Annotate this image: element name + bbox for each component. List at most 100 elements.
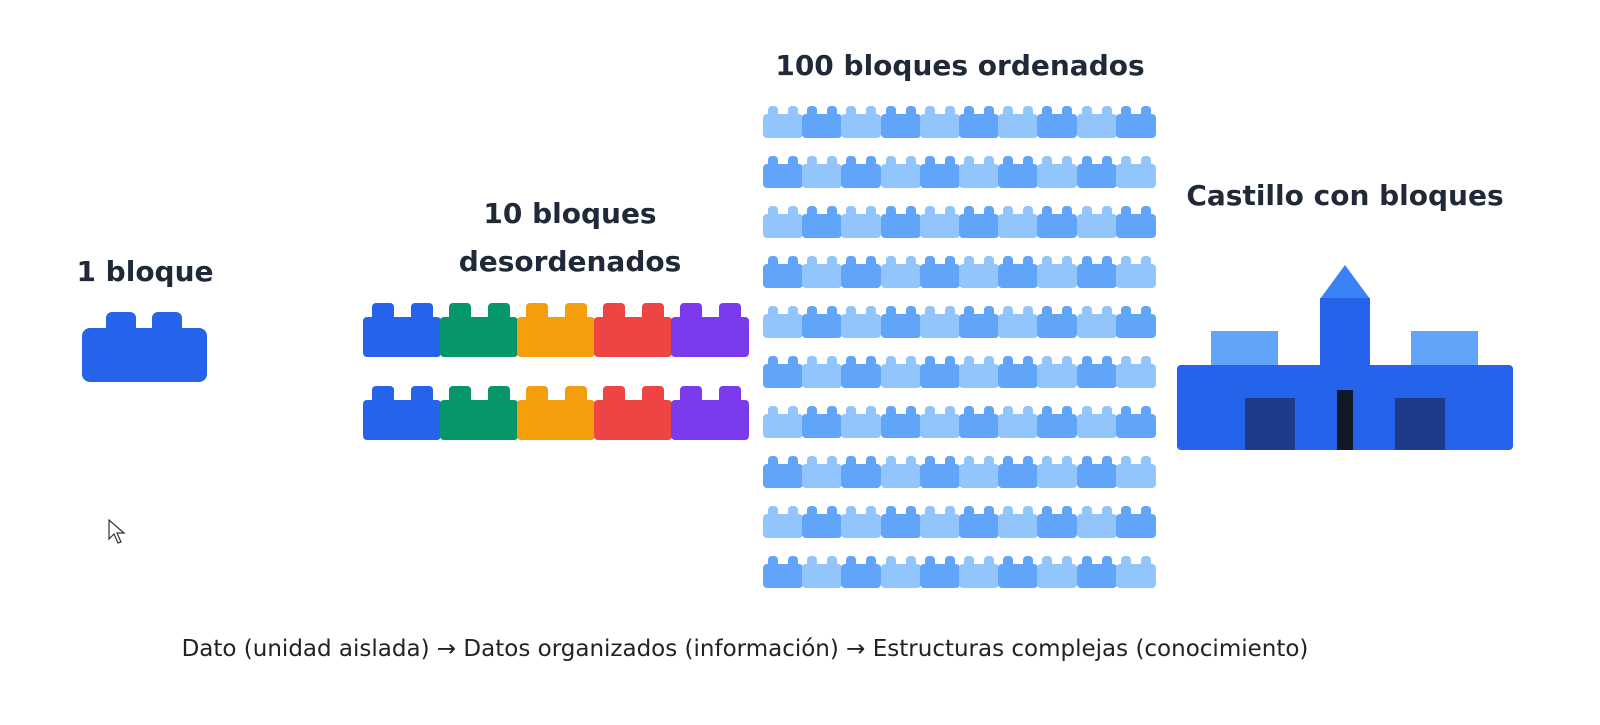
block-body	[82, 328, 207, 382]
block-stud	[846, 156, 857, 166]
block-stud	[807, 106, 818, 116]
block-stud	[1023, 156, 1034, 166]
lego-block	[880, 506, 921, 538]
block-body	[1076, 114, 1117, 138]
block-stud	[1062, 156, 1073, 166]
block-body	[919, 514, 960, 538]
block-stud	[944, 106, 955, 116]
block-stud	[768, 406, 778, 416]
block-stud	[866, 356, 877, 366]
block-body	[763, 214, 803, 238]
block-stud	[846, 256, 857, 266]
lego-block	[998, 556, 1039, 588]
lego-block	[959, 256, 999, 288]
lego-block	[363, 303, 441, 357]
lego-block	[802, 256, 843, 288]
block-body	[919, 464, 960, 488]
block-stud	[1120, 406, 1131, 416]
block-body	[763, 564, 803, 588]
block-stud	[827, 356, 838, 366]
block-body	[802, 564, 843, 588]
block-stud	[1062, 506, 1073, 516]
lego-block	[1115, 456, 1156, 488]
block-stud	[827, 406, 838, 416]
block-body	[841, 114, 882, 138]
castle-label: Castillo con bloques	[1186, 179, 1504, 212]
block-stud	[448, 303, 471, 319]
block-body	[1037, 114, 1078, 138]
block-stud	[1062, 256, 1073, 266]
block-body	[763, 364, 803, 388]
block-stud	[924, 256, 935, 266]
block-stud	[1140, 106, 1151, 116]
block-body	[763, 164, 803, 188]
block-body	[802, 114, 843, 138]
lego-block	[998, 256, 1039, 288]
block-stud	[846, 356, 857, 366]
block-body	[1076, 414, 1117, 438]
lego-block	[763, 106, 803, 138]
block-stud	[807, 256, 818, 266]
block-stud	[885, 556, 896, 566]
lego-block	[1076, 506, 1117, 538]
block-stud	[944, 406, 955, 416]
lego-block	[1115, 506, 1156, 538]
block-body	[1115, 164, 1156, 188]
lego-block	[440, 386, 518, 440]
lego-block	[802, 106, 843, 138]
castle-right-window	[1395, 398, 1445, 450]
block-body	[959, 264, 999, 288]
block-stud	[846, 506, 857, 516]
block-stud	[866, 106, 877, 116]
block-stud	[827, 156, 838, 166]
block-stud	[768, 106, 778, 116]
block-stud	[1042, 356, 1053, 366]
block-stud	[768, 356, 778, 366]
block-stud	[885, 106, 896, 116]
block-stud	[905, 556, 916, 566]
block-stud	[924, 556, 935, 566]
lego-block	[1076, 256, 1117, 288]
block-stud	[718, 303, 741, 319]
lego-block	[919, 156, 960, 188]
block-body	[763, 114, 803, 138]
block-stud	[885, 156, 896, 166]
block-stud	[807, 306, 818, 316]
lego-block	[1037, 506, 1078, 538]
lego-block	[841, 106, 882, 138]
block-body	[959, 214, 999, 238]
lego-block	[517, 303, 595, 357]
block-stud	[964, 356, 974, 366]
lego-block	[802, 156, 843, 188]
block-stud	[866, 206, 877, 216]
lego-block	[1115, 106, 1156, 138]
block-body	[1076, 164, 1117, 188]
lego-block	[880, 306, 921, 338]
block-stud	[807, 556, 818, 566]
block-stud	[1023, 206, 1034, 216]
lego-block	[1076, 306, 1117, 338]
block-stud	[1003, 506, 1014, 516]
single-block-label: 1 bloque	[76, 255, 214, 288]
block-stud	[768, 206, 778, 216]
block-stud	[487, 303, 510, 319]
block-stud	[788, 156, 798, 166]
block-stud	[1003, 256, 1014, 266]
lego-block	[763, 406, 803, 438]
block-stud	[1023, 256, 1034, 266]
lego-block	[1115, 406, 1156, 438]
block-stud	[984, 206, 994, 216]
block-body	[763, 464, 803, 488]
block-body	[841, 214, 882, 238]
lego-block	[1115, 356, 1156, 388]
lego-block	[517, 386, 595, 440]
block-stud	[944, 456, 955, 466]
block-body	[998, 514, 1039, 538]
block-stud	[1081, 206, 1092, 216]
block-stud	[768, 306, 778, 316]
block-body	[959, 514, 999, 538]
block-stud	[924, 306, 935, 316]
block-body	[880, 514, 921, 538]
lego-block	[363, 386, 441, 440]
block-stud	[807, 206, 818, 216]
